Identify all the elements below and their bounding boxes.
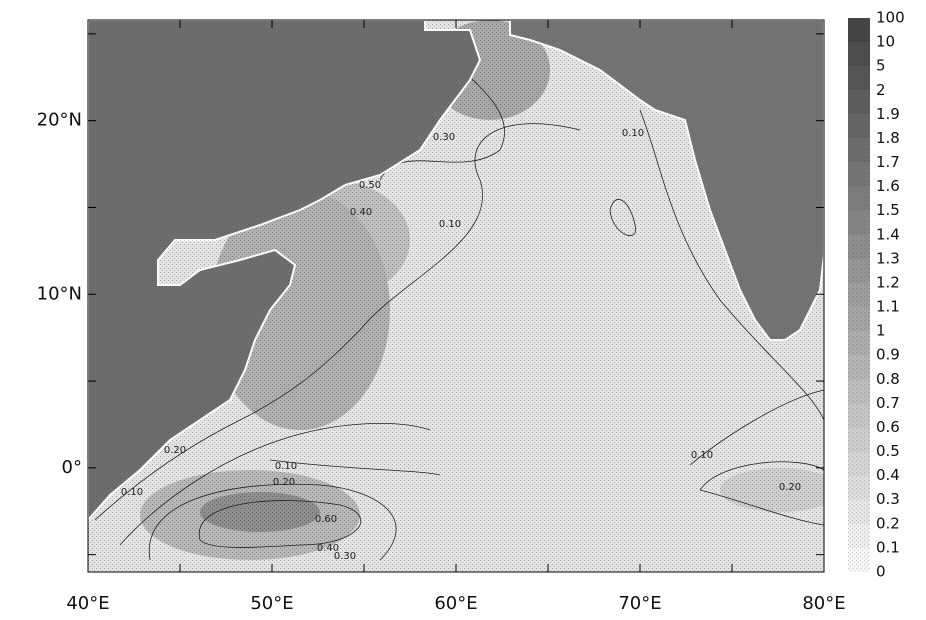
colorbar-label: 100 [876,9,905,27]
contour-label: 0.50 [359,180,381,191]
contour-label: 0.20 [164,445,186,456]
axes: 40°E 50°E 60°E 70°E 80°E0°10°N20°N10010521.9… [37,9,905,615]
colorbar-label: 0.8 [876,370,900,388]
stipple [88,20,824,572]
contour-label: 0.30 [334,551,356,562]
contour-label: 0.10 [691,450,713,461]
colorbar-label: 1.9 [876,105,900,123]
x-tick-label: 80°E [802,593,845,614]
colorbar-label: 1.4 [876,225,900,243]
colorbar-label: 10 [876,33,895,51]
colorbar-label: 1 [876,322,886,340]
colorbar-swatch [848,18,870,572]
colorbar-label: 0.5 [876,442,900,460]
contour-label: 0.30 [433,132,455,143]
contour-label: 0.10 [622,128,644,139]
colorbar-label: 1.7 [876,153,900,171]
colorbar-label: 2 [876,81,886,99]
contour-label: 0.10 [439,219,461,230]
contour-label: 0.40 [350,207,372,218]
colorbar-label: 0.7 [876,394,900,412]
x-tick-label: 40°E [66,593,109,614]
colorbar-label: 1.3 [876,249,900,267]
colorbar-label: 0.3 [876,490,900,508]
colorbar-label: 1.6 [876,177,900,195]
colorbar-label: 0.9 [876,346,900,364]
contour-label: 0.20 [779,482,801,493]
colorbar-label: 0.6 [876,418,900,436]
colorbar-label: 0.4 [876,466,900,484]
colorbar-label: 1.2 [876,273,900,291]
contour-label: 0.40 [317,543,339,554]
colorbar-label: 0.2 [876,514,900,532]
colorbar-label: 0 [876,563,886,581]
map-body [88,20,824,572]
colorbar-label: 1.8 [876,129,900,147]
contour-label: 0.20 [273,477,295,488]
x-tick-label: 70°E [618,593,661,614]
x-tick-label: 50°E [250,593,293,614]
contour-label: 0.10 [121,487,143,498]
x-tick-label: 60°E [434,593,477,614]
colorbar-label: 0.1 [876,538,900,556]
contour-label: 0.60 [315,514,337,525]
contour-label: 0.10 [275,461,297,472]
y-tick-label: 20°N [37,110,82,131]
colorbar-label: 1.5 [876,201,900,219]
y-tick-label: 10°N [37,283,82,304]
colorbar-label: 1.1 [876,298,900,316]
colorbar-label: 5 [876,57,886,75]
y-tick-label: 0° [62,457,82,478]
